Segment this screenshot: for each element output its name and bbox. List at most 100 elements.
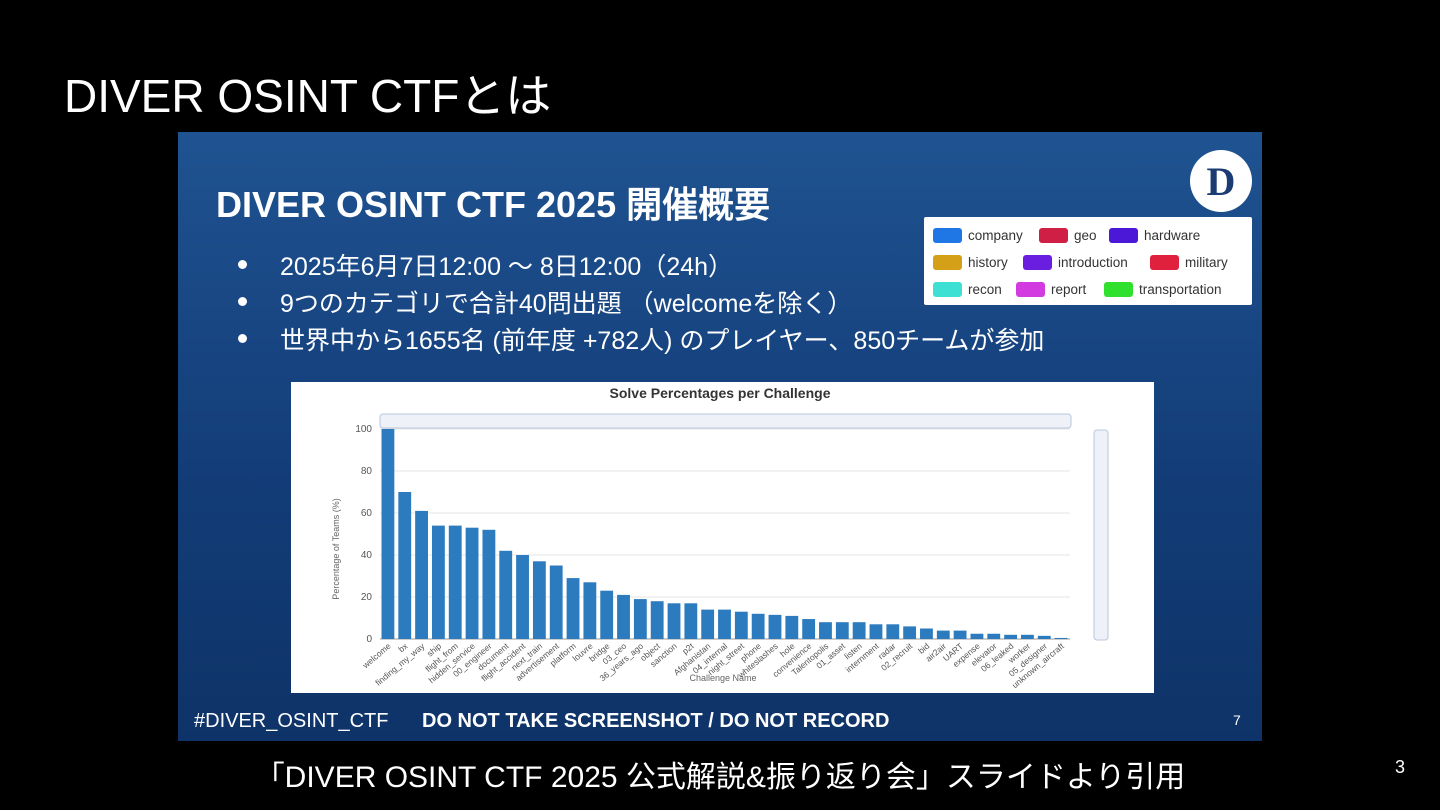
bar[interactable] [566, 578, 580, 639]
source-caption: 「DIVER OSINT CTF 2025 公式解説&振り返り会」スライドより引… [254, 761, 1186, 794]
y-tick-label: 100 [355, 424, 372, 435]
bar[interactable] [482, 529, 496, 639]
bullet-text: 9つのカテゴリで合計40問出題 （welcomeを除く） [280, 289, 853, 318]
legend-swatch [1150, 255, 1179, 270]
bar[interactable] [650, 601, 664, 639]
y-tick-label: 60 [361, 508, 373, 519]
bar[interactable] [886, 624, 900, 639]
bullet-text: 世界中から1655名 (前年度 +782人) のプレイヤー、850チームが参加 [280, 326, 1045, 355]
bar[interactable] [532, 561, 546, 639]
zoom-slider-top[interactable] [379, 413, 1072, 429]
bar[interactable] [398, 492, 412, 639]
bar[interactable] [852, 622, 866, 639]
legend-item: introduction [1023, 255, 1128, 270]
legend-item: transportation [1104, 282, 1222, 297]
legend-label: transportation [1139, 282, 1222, 297]
bullet-dot-icon [238, 297, 247, 306]
legend-swatch [1016, 282, 1045, 297]
legend-swatch [1023, 255, 1052, 270]
legend-item: company [933, 228, 1023, 243]
bar[interactable] [465, 527, 479, 639]
legend-swatch [933, 282, 962, 297]
bar[interactable] [667, 603, 681, 639]
bar[interactable] [953, 630, 967, 639]
bar-layer [381, 429, 1068, 640]
bar[interactable] [448, 525, 462, 639]
legend-swatch [1104, 282, 1133, 297]
footer-hashtag: #DIVER_OSINT_CTF [194, 710, 389, 732]
embedded-slide: DIVER OSINT CTF 2025 開催概要 D 2025年6月7日12:… [178, 132, 1262, 741]
category-legend: company geo hardware history introductio… [924, 217, 1252, 305]
slide-title: DIVER OSINT CTF 2025 開催概要 [216, 184, 771, 225]
bar[interactable] [970, 633, 984, 639]
y-tick-label: 40 [361, 550, 373, 561]
chart-svg: Solve Percentages per Challenge Percenta… [331, 385, 1109, 690]
legend-item: report [1016, 282, 1086, 297]
bar[interactable] [785, 615, 799, 639]
bullet-dot-icon [238, 260, 247, 269]
legend-item: geo [1039, 228, 1097, 243]
bar[interactable] [768, 614, 782, 639]
bar[interactable] [499, 550, 513, 639]
bar[interactable] [819, 622, 832, 639]
bar[interactable] [701, 609, 715, 639]
bar[interactable] [415, 510, 428, 639]
bar[interactable] [869, 624, 883, 639]
bar[interactable] [549, 565, 563, 640]
bar[interactable] [431, 525, 445, 639]
x-tick-label: welcome [360, 641, 393, 671]
bar[interactable] [835, 622, 849, 639]
bar[interactable] [718, 609, 731, 639]
bar[interactable] [1037, 635, 1051, 639]
y-axis-title: Percentage of Teams (%) [331, 498, 341, 599]
bar[interactable] [936, 630, 950, 639]
legend-item: history [933, 255, 1008, 270]
page-title: DIVER OSINT CTFとは [64, 70, 552, 122]
page-number: 3 [1395, 757, 1406, 777]
chart-title: Solve Percentages per Challenge [610, 385, 831, 401]
bar[interactable] [516, 555, 529, 639]
bar[interactable] [381, 429, 395, 639]
bar[interactable] [903, 626, 917, 639]
bar[interactable] [734, 611, 748, 639]
bullet-item: 2025年6月7日12:00 〜 8日12:00（24h） [234, 246, 1044, 283]
bar[interactable] [751, 613, 765, 639]
bar[interactable] [987, 633, 1001, 639]
legend-label: report [1051, 282, 1087, 297]
legend-item: hardware [1109, 228, 1200, 243]
bar[interactable] [633, 599, 647, 639]
diver-logo-icon: D [1190, 150, 1252, 212]
legend-swatch [1109, 228, 1138, 243]
bar[interactable] [1004, 634, 1018, 639]
y-tick-label: 20 [361, 592, 373, 603]
legend-label: recon [968, 282, 1002, 297]
bar[interactable] [802, 619, 816, 639]
legend-label: introduction [1058, 255, 1128, 270]
zoom-slider-right[interactable] [1093, 429, 1109, 641]
bar[interactable] [1021, 634, 1034, 639]
y-tick-label: 80 [361, 466, 373, 477]
legend-swatch [933, 255, 962, 270]
bullet-item: 9つのカテゴリで合計40問出題 （welcomeを除く） [234, 283, 1044, 320]
bar[interactable] [920, 628, 933, 640]
legend-label: history [968, 255, 1008, 270]
legend-label: hardware [1144, 228, 1201, 243]
y-tick-label: 0 [366, 634, 372, 645]
bullet-text: 2025年6月7日12:00 〜 8日12:00（24h） [280, 252, 734, 281]
legend-label: military [1185, 255, 1228, 270]
x-axis-title: Challenge Name [689, 673, 756, 683]
footer-warning: DO NOT TAKE SCREENSHOT / DO NOT RECORD [422, 710, 890, 732]
legend-item: military [1150, 255, 1228, 270]
slide-number: 7 [1233, 712, 1241, 728]
bar[interactable] [684, 603, 698, 639]
legend-item: recon [933, 282, 1002, 297]
bar[interactable] [583, 582, 597, 639]
bar[interactable] [1054, 637, 1068, 639]
legend-label: company [968, 228, 1023, 243]
bar[interactable] [617, 594, 630, 639]
legend-swatch [933, 228, 962, 243]
bullet-item: 世界中から1655名 (前年度 +782人) のプレイヤー、850チームが参加 [234, 320, 1044, 357]
bar[interactable] [600, 590, 614, 639]
bullet-list: 2025年6月7日12:00 〜 8日12:00（24h） 9つのカテゴリで合計… [234, 246, 1044, 357]
bullet-dot-icon [238, 334, 247, 343]
